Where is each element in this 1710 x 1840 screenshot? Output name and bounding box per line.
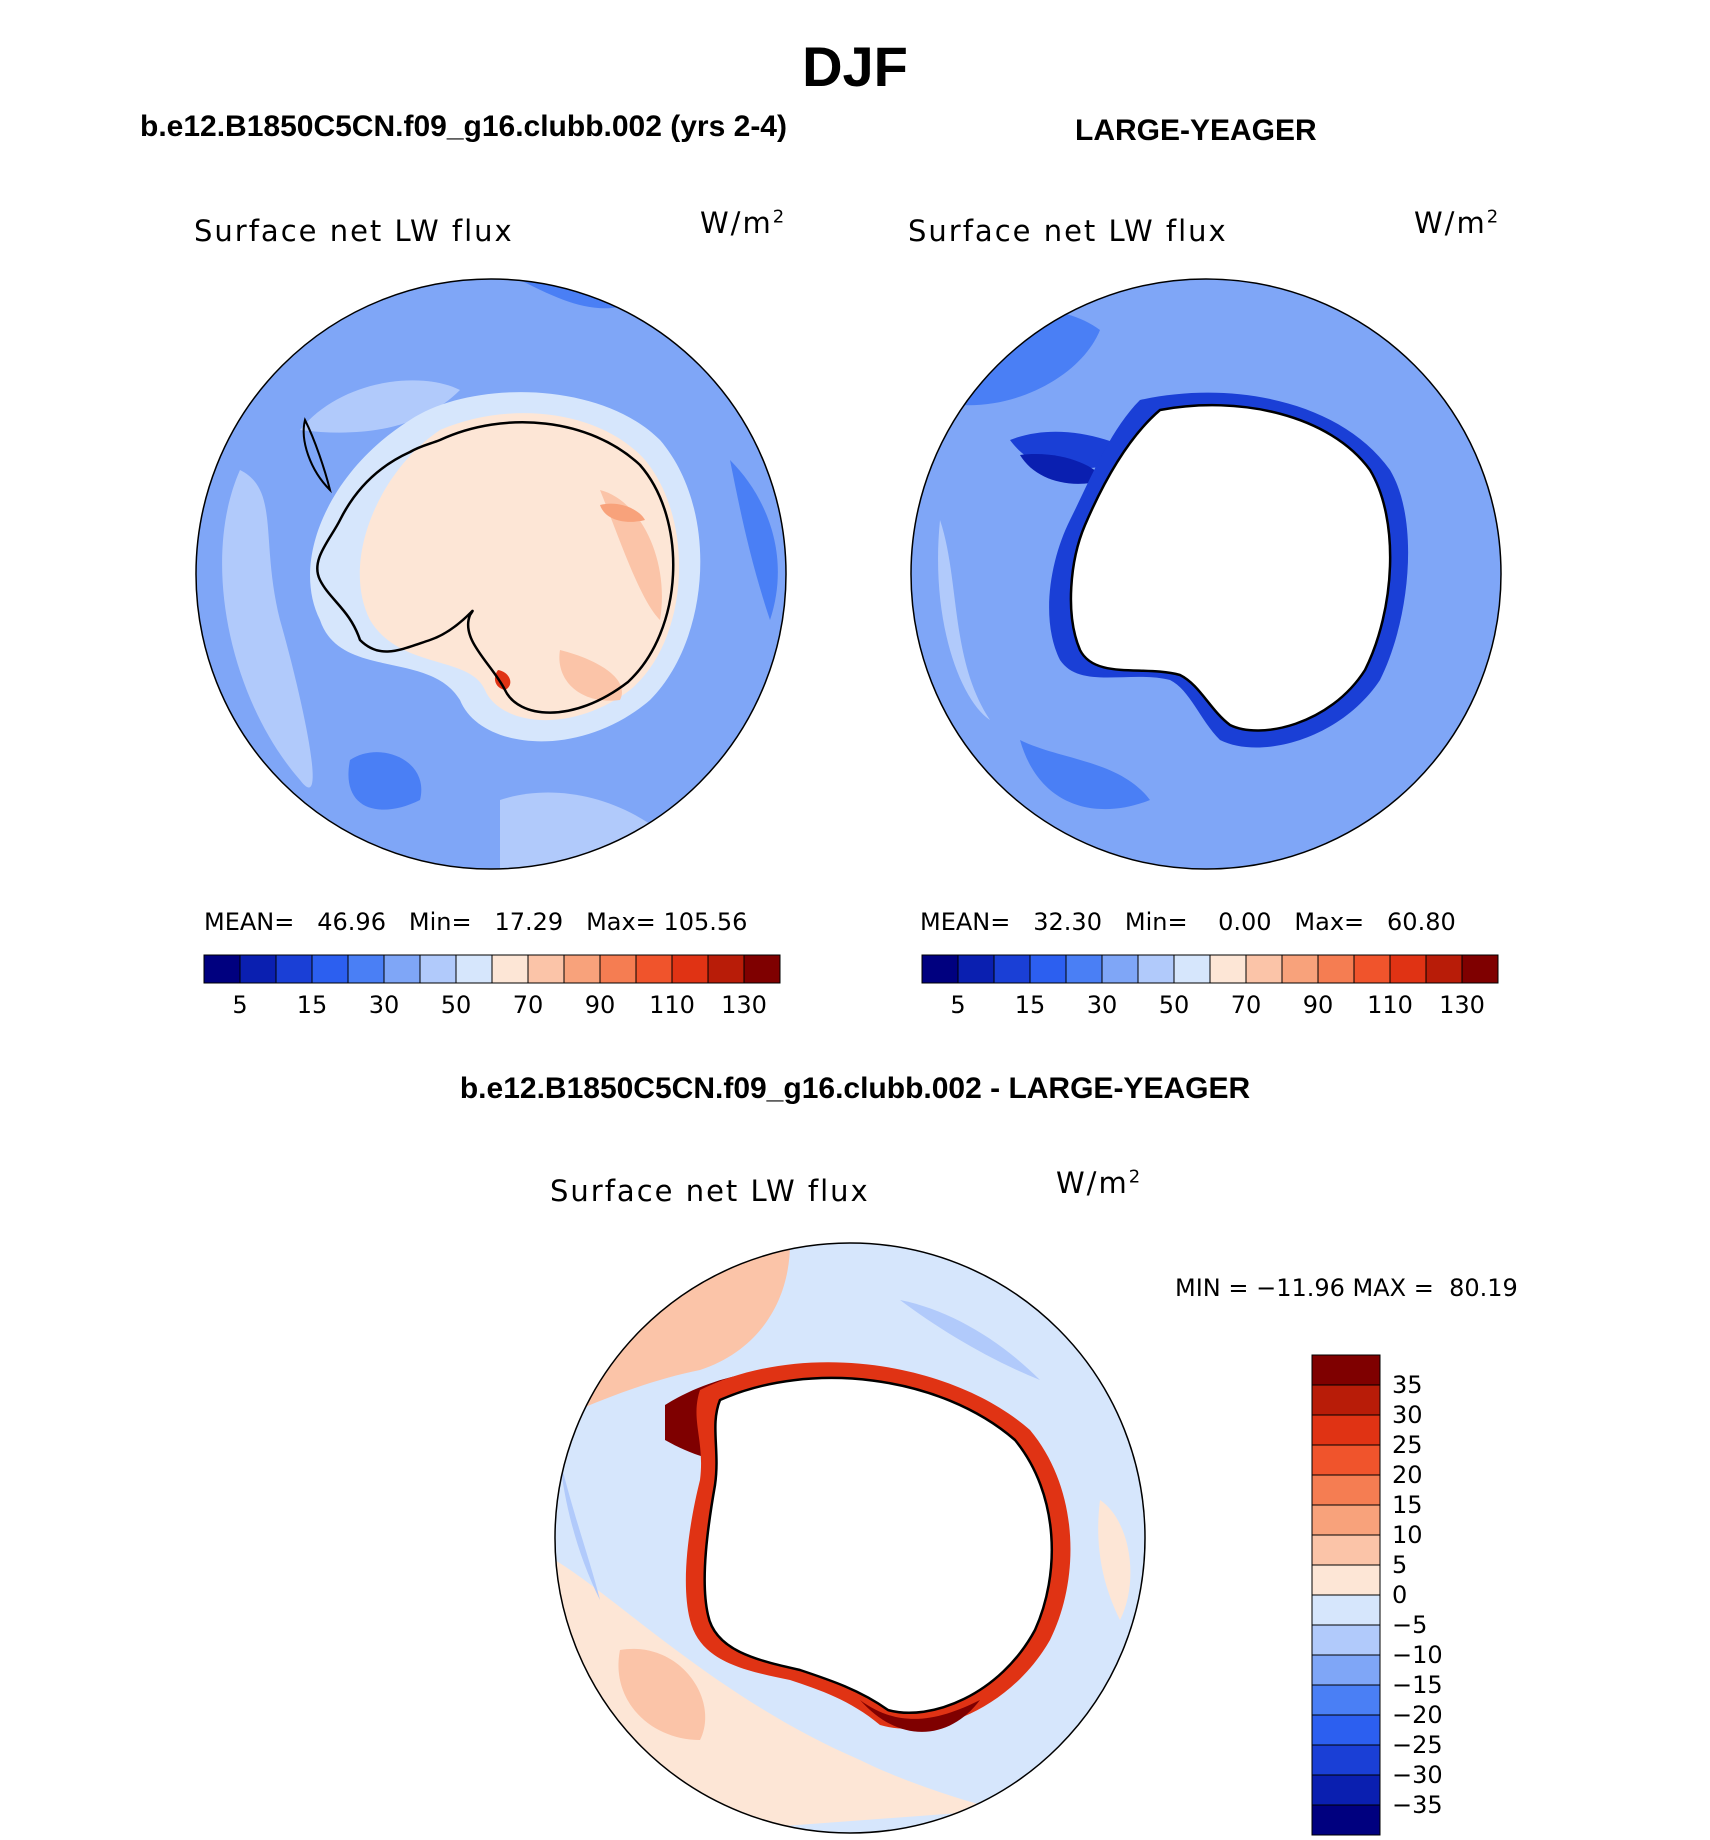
right-units-label: W/m2 — [1414, 206, 1501, 240]
colorbar-swatch — [1425, 954, 1463, 984]
colorbar-swatch — [1311, 1444, 1381, 1476]
colorbar-swatch — [1065, 954, 1103, 984]
colorbar-tick-label: 70 — [1230, 991, 1262, 1019]
colorbar-tick-label: 110 — [1367, 991, 1413, 1019]
colorbar-swatch — [455, 954, 493, 984]
colorbar-tick-label: 5 — [1392, 1551, 1408, 1579]
colorbar-swatch — [1173, 954, 1211, 984]
colorbar-tick-label: 70 — [512, 991, 544, 1019]
colorbar-swatch — [743, 954, 781, 984]
right-stats: MEAN= 32.30 Min= 0.00 Max= 60.80 — [920, 908, 1456, 936]
colorbar-tick-label: 5 — [950, 991, 966, 1019]
right-colorbar — [921, 954, 1499, 984]
colorbar-swatch — [311, 954, 349, 984]
colorbar-swatch — [1311, 1804, 1381, 1836]
colorbar-swatch — [1461, 954, 1499, 984]
colorbar-swatch — [1311, 1624, 1381, 1656]
colorbar-swatch — [707, 954, 745, 984]
left-map — [196, 279, 786, 869]
colorbar-swatch — [419, 954, 457, 984]
diff-variable-label: Surface net LW flux — [550, 1174, 870, 1208]
colorbar-tick-label: 5 — [232, 991, 248, 1019]
colorbar-swatch — [1101, 954, 1139, 984]
colorbar-tick-label: 90 — [1302, 991, 1334, 1019]
colorbar-swatch — [1137, 954, 1175, 984]
colorbar-swatch — [1311, 1774, 1381, 1806]
colorbar-tick-label: 25 — [1392, 1431, 1423, 1459]
colorbar-swatch — [957, 954, 995, 984]
colorbar-tick-label: 130 — [1439, 991, 1485, 1019]
left-stats: MEAN= 46.96 Min= 17.29 Max= 105.56 — [204, 908, 748, 936]
colorbar-tick-label: 30 — [368, 991, 400, 1019]
colorbar-swatch — [527, 954, 565, 984]
colorbar-swatch — [1029, 954, 1067, 984]
colorbar-swatch — [1311, 1654, 1381, 1686]
colorbar-swatch — [203, 954, 241, 984]
left-variable-label: Surface net LW flux — [194, 214, 514, 248]
colorbar-swatch — [993, 954, 1031, 984]
left-panel-case-title: b.e12.B1850C5CN.f09_g16.clubb.002 (yrs 2… — [140, 110, 787, 143]
diff-colorbar — [1311, 1354, 1381, 1836]
colorbar-swatch — [1311, 1534, 1381, 1566]
colorbar-swatch — [635, 954, 673, 984]
colorbar-swatch — [1311, 1744, 1381, 1776]
colorbar-swatch — [347, 954, 385, 984]
figure-title: DJF — [802, 35, 908, 98]
colorbar-tick-label: −20 — [1392, 1701, 1443, 1729]
colorbar-tick-label: 130 — [721, 991, 767, 1019]
colorbar-tick-label: −15 — [1392, 1671, 1443, 1699]
colorbar-swatch — [239, 954, 277, 984]
colorbar-tick-label: −30 — [1392, 1761, 1443, 1789]
colorbar-tick-label: 0 — [1392, 1581, 1408, 1609]
colorbar-tick-label: 110 — [649, 991, 695, 1019]
colorbar-tick-label: 15 — [1392, 1491, 1423, 1519]
colorbar-tick-label: 30 — [1392, 1401, 1423, 1429]
colorbar-swatch — [599, 954, 637, 984]
colorbar-swatch — [1317, 954, 1355, 984]
colorbar-swatch — [1311, 1384, 1381, 1416]
colorbar-tick-label: 20 — [1392, 1461, 1423, 1489]
colorbar-tick-label: 30 — [1086, 991, 1118, 1019]
left-units-label: W/m2 — [700, 206, 787, 240]
colorbar-swatch — [1311, 1354, 1381, 1386]
colorbar-swatch — [1311, 1504, 1381, 1536]
diff-minmax: MIN = −11.96 MAX = 80.19 — [1175, 1274, 1518, 1302]
colorbar-tick-label: 10 — [1392, 1521, 1423, 1549]
colorbar-swatch — [1389, 954, 1427, 984]
colorbar-swatch — [671, 954, 709, 984]
colorbar-tick-label: 50 — [440, 991, 472, 1019]
right-variable-label: Surface net LW flux — [908, 214, 1228, 248]
diff-panel-case-title: b.e12.B1850C5CN.f09_g16.clubb.002 - LARG… — [459, 1072, 1251, 1105]
colorbar-tick-label: −5 — [1392, 1611, 1428, 1639]
left-colorbar — [203, 954, 781, 984]
colorbar-tick-label: 90 — [584, 991, 616, 1019]
colorbar-swatch — [383, 954, 421, 984]
colorbar-swatch — [1311, 1564, 1381, 1596]
colorbar-swatch — [1311, 1594, 1381, 1626]
colorbar-tick-label: 15 — [1014, 991, 1046, 1019]
colorbar-swatch — [1311, 1414, 1381, 1446]
colorbar-tick-label: 15 — [296, 991, 328, 1019]
colorbar-tick-label: −25 — [1392, 1731, 1443, 1759]
colorbar-tick-label: −35 — [1392, 1791, 1443, 1819]
right-panel-case-title: LARGE-YEAGER — [1075, 114, 1317, 147]
colorbar-tick-label: 50 — [1158, 991, 1190, 1019]
colorbar-swatch — [1209, 954, 1247, 984]
colorbar-swatch — [491, 954, 529, 984]
colorbar-swatch — [1281, 954, 1319, 984]
colorbar-swatch — [1353, 954, 1391, 984]
colorbar-tick-label: −10 — [1392, 1641, 1443, 1669]
right-map — [911, 279, 1501, 869]
colorbar-swatch — [275, 954, 313, 984]
colorbar-swatch — [1311, 1714, 1381, 1746]
colorbar-swatch — [1311, 1474, 1381, 1506]
colorbar-swatch — [563, 954, 601, 984]
colorbar-swatch — [921, 954, 959, 984]
colorbar-swatch — [1311, 1684, 1381, 1716]
colorbar-tick-label: 35 — [1392, 1371, 1423, 1399]
colorbar-swatch — [1245, 954, 1283, 984]
diff-units-label: W/m2 — [1056, 1166, 1143, 1200]
